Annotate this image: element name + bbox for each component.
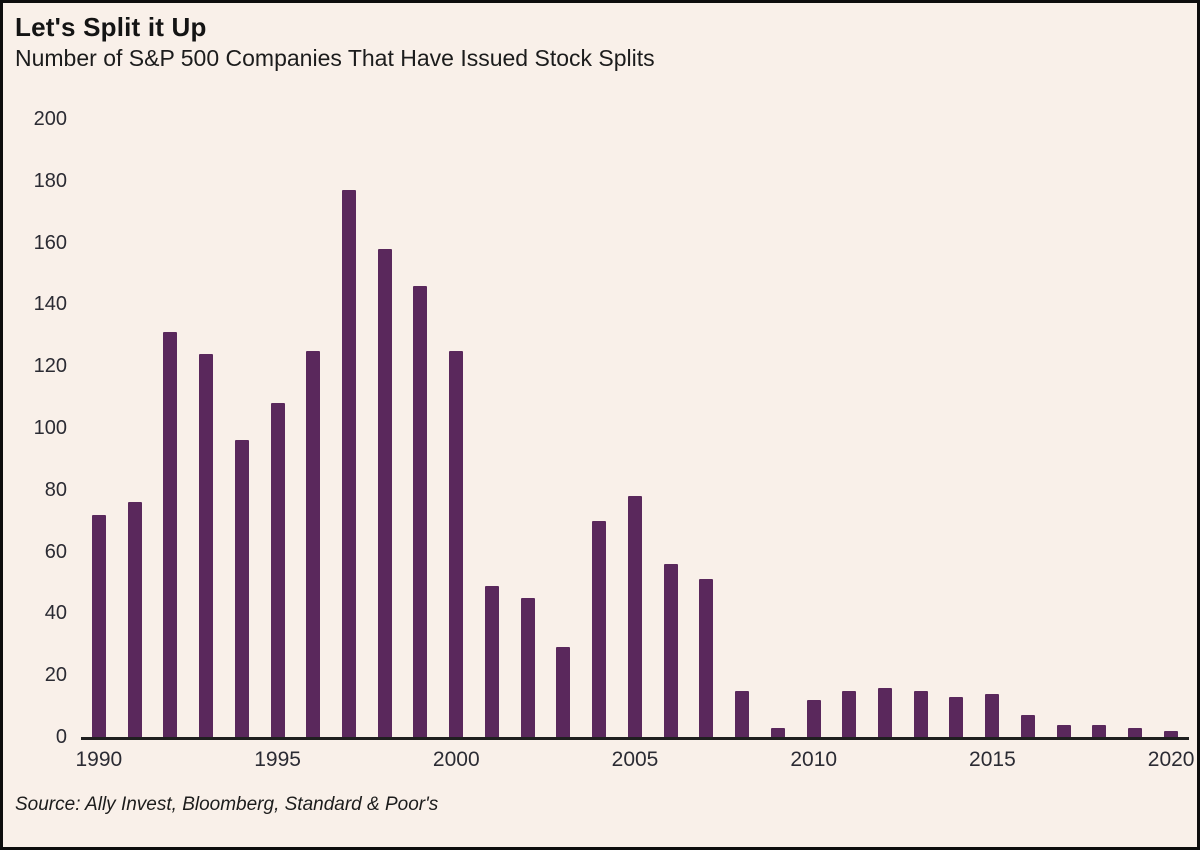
y-tick-label-20: 20 xyxy=(44,664,67,687)
y-tick-label-160: 160 xyxy=(33,231,67,254)
bar-slot-1998 xyxy=(367,119,403,737)
bar-2000 xyxy=(449,350,464,737)
bar-slot-1991 xyxy=(117,119,153,737)
x-tick-label-1990: 1990 xyxy=(75,748,123,771)
bar-slot-1999 xyxy=(403,119,439,737)
bar-slot-2012 xyxy=(867,119,903,737)
bar-slot-2020 xyxy=(1153,119,1189,737)
bar-slot-2005 xyxy=(617,119,653,737)
bar-1992 xyxy=(163,332,178,737)
bar-1997 xyxy=(342,190,356,737)
bar-2003 xyxy=(556,647,571,737)
y-tick-label-40: 40 xyxy=(44,602,67,625)
y-tick-label-100: 100 xyxy=(33,417,67,439)
bar-2001 xyxy=(484,585,499,737)
y-tick-label-60: 60 xyxy=(44,540,67,563)
y-tick-label-180: 180 xyxy=(33,169,67,192)
bar-1993 xyxy=(199,353,214,737)
bar-2015 xyxy=(985,693,1000,737)
bar-2011 xyxy=(842,690,857,737)
y-axis: 0 20 40 60 80 100 120 140 160 180 200 xyxy=(3,109,81,747)
bar-slot-2007 xyxy=(688,119,724,737)
bar-2002 xyxy=(520,597,535,737)
bar-slot-2004 xyxy=(581,119,617,737)
bar-1995 xyxy=(270,403,285,737)
y-tick-label-200: 200 xyxy=(33,108,67,130)
bar-slot-1995 xyxy=(260,119,296,737)
bar-slot-2013 xyxy=(903,119,939,737)
bar-slot-1994 xyxy=(224,119,260,737)
y-tick-label-140: 140 xyxy=(33,293,67,316)
bar-slot-1993 xyxy=(188,119,224,737)
bar-slot-1990 xyxy=(81,119,117,737)
bar-slot-2019 xyxy=(1117,119,1153,737)
bar-slot-2010 xyxy=(796,119,832,737)
bar-1998 xyxy=(377,248,392,737)
bar-2019 xyxy=(1128,727,1143,737)
bar-slot-2015 xyxy=(974,119,1010,737)
x-tick-label-2010: 2010 xyxy=(790,748,838,771)
bar-slot-2001 xyxy=(474,119,510,737)
bar-2017 xyxy=(1056,724,1071,737)
bar-1994 xyxy=(234,440,249,737)
x-tick-label-1995: 1995 xyxy=(254,748,301,771)
bar-2013 xyxy=(913,690,928,737)
bar-2010 xyxy=(806,699,821,737)
bar-slot-2018 xyxy=(1082,119,1118,737)
bar-2004 xyxy=(592,520,607,737)
bar-2018 xyxy=(1092,724,1107,737)
bars-container xyxy=(81,119,1189,737)
x-tick-label-2020: 2020 xyxy=(1147,748,1195,771)
x-tick-label-2005: 2005 xyxy=(611,748,659,771)
bar-slot-2017 xyxy=(1046,119,1082,737)
chart-subtitle: Number of S&P 500 Companies That Have Is… xyxy=(15,45,655,71)
bar-slot-2008 xyxy=(724,119,760,737)
bar-slot-2009 xyxy=(760,119,796,737)
bar-1999 xyxy=(413,285,428,737)
y-tick-label-80: 80 xyxy=(44,478,67,501)
y-tick-label-120: 120 xyxy=(33,355,67,378)
bar-1991 xyxy=(127,502,142,737)
bar-2008 xyxy=(735,690,750,737)
bar-slot-1996 xyxy=(295,119,331,737)
x-axis-labels: 1990 1995 2000 2005 2010 2015 2020 xyxy=(76,740,1195,780)
bar-slot-2011 xyxy=(831,119,867,737)
bar-slot-2000 xyxy=(438,119,474,737)
bar-chart: 0 20 40 60 80 100 120 140 160 180 200 xyxy=(3,109,1197,747)
x-tick-label-2000: 2000 xyxy=(432,748,480,771)
bar-slot-2002 xyxy=(510,119,546,737)
bar-slot-1997 xyxy=(331,119,367,737)
bar-1996 xyxy=(306,350,321,737)
bar-slot-1992 xyxy=(152,119,188,737)
bar-2006 xyxy=(663,563,678,737)
chart-title: Let's Split it Up xyxy=(15,12,207,42)
y-tick-label-0: 0 xyxy=(55,726,67,748)
chart-header: Let's Split it Up Number of S&P 500 Comp… xyxy=(3,3,1197,73)
bar-2007 xyxy=(699,579,714,737)
bar-slot-2016 xyxy=(1010,119,1046,737)
source-note: Source: Ally Invest, Bloomberg, Standard… xyxy=(15,794,439,815)
bar-1990 xyxy=(91,514,106,737)
bar-2014 xyxy=(949,696,964,737)
bar-slot-2003 xyxy=(546,119,582,737)
plot-area xyxy=(81,119,1189,740)
x-tick-label-2015: 2015 xyxy=(969,748,1016,771)
bar-2005 xyxy=(627,495,642,737)
bar-2012 xyxy=(878,687,893,737)
bar-slot-2006 xyxy=(653,119,689,737)
bar-2009 xyxy=(770,727,785,737)
bar-2016 xyxy=(1020,715,1035,737)
bar-2020 xyxy=(1163,730,1178,737)
bar-slot-2014 xyxy=(939,119,975,737)
